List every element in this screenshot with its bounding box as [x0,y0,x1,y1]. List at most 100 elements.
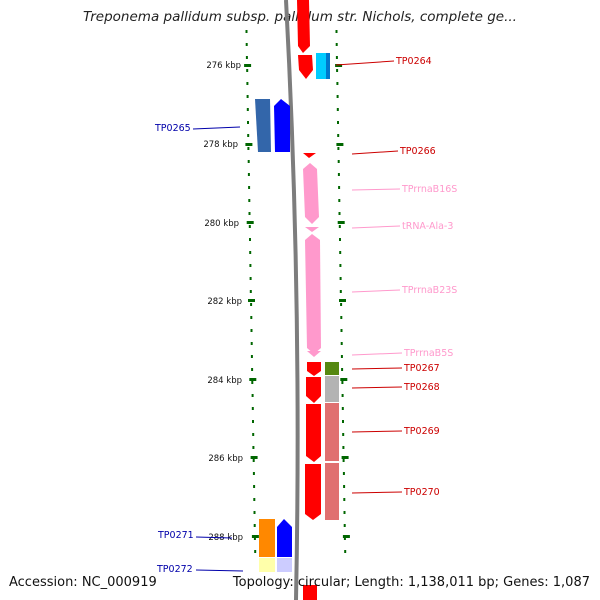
guide-dot [339,251,342,254]
kbp-tick [250,456,258,459]
guide-dot [253,498,256,501]
guide-dot [248,212,251,215]
label-tp0270[interactable]: TP0270 [403,487,440,498]
guide-dot [248,199,251,202]
guide-dot [338,225,341,228]
guide-dot [342,420,344,423]
guide-dot [343,537,346,540]
kbp-label: 280 kbp [204,219,239,229]
guide-dot [342,433,345,436]
guide-dot [246,95,249,98]
rna-TPrrnaB16S[interactable] [303,163,319,224]
guide-dot [337,134,340,137]
guide-dot [250,303,253,306]
gene-tp0268[interactable] [306,377,321,403]
guide-dot [339,264,342,267]
gene-tp0266[interactable] [303,153,316,158]
guide-dot [340,316,343,319]
guide-dot [337,173,340,176]
guide-dot [341,407,344,410]
gene-tp0265[interactable] [255,99,290,152]
rna-TPrrnaB23S[interactable] [305,234,321,354]
track-box-tp0270 [325,463,339,520]
label-tp0269[interactable]: TP0269 [403,426,440,437]
guide-dot [344,550,347,553]
guide-dot [343,511,346,514]
guide-dot [339,290,342,293]
guide-dot [247,173,250,176]
guide-dot [336,108,339,111]
guide-dot [340,355,343,358]
backbone-arc [284,0,300,600]
guide-dot [246,108,249,111]
kbp-tick [340,378,348,381]
guide-dot [246,82,249,85]
guide-dot [252,446,255,449]
guide-dot [251,381,254,384]
guide-dot [253,537,256,540]
guide-dot [250,329,253,332]
track-box-tp0269 [325,403,339,461]
gene-tp0271[interactable] [259,519,292,557]
guide-dot [342,459,345,462]
guide-dot [253,485,256,488]
kbp-tick [246,221,254,224]
label-tp0266[interactable]: TP0266 [399,146,436,157]
guide-dot [249,251,252,254]
gene-tp0264[interactable] [316,53,330,79]
guide-dot [342,472,345,475]
kbp-tick [341,456,349,459]
gene-tp0269[interactable] [306,404,321,462]
dotted-guides [245,30,347,553]
kbp-tick [244,64,252,67]
guide-dot [337,147,340,150]
guide-dot [249,264,252,267]
guide-dot [252,433,255,436]
label-rrna-23s[interactable]: TPrrnaB23S [401,285,457,296]
gene-tp0264-upstream[interactable] [297,0,313,79]
label-tp0268[interactable]: TP0268 [403,382,440,393]
guide-dot [251,394,254,397]
kbp-tick [335,64,343,67]
kbp-label: 286 kbp [208,454,243,464]
gene-tp0272[interactable] [259,558,292,572]
track-box-tp0268 [325,376,339,402]
guide-dot [341,381,344,384]
guide-dot [249,238,251,241]
guide-dot [335,56,338,59]
guide-dot [335,43,338,46]
rna-tRNA-Ala-3[interactable] [305,227,319,232]
guide-dot [253,511,256,514]
guide-dot [247,147,250,150]
guide-dot [336,69,339,72]
guide-dot [339,277,342,280]
genome-summary: Topology: circular; Length: 1,138,011 bp… [232,575,590,590]
label-tp0264[interactable]: TP0264 [395,56,432,67]
label-rrna-16s[interactable]: TPrrnaB16S [401,184,457,195]
kbp-tick [245,143,253,146]
label-rrna-5s[interactable]: TPrrnaB5S [403,348,453,359]
rna-TPrrnaB5S[interactable] [307,351,321,357]
kbp-tick [336,143,344,146]
guide-dot [253,524,256,527]
label-tp0272[interactable]: TP0272 [156,564,193,575]
guide-dot [339,238,341,241]
guide-dot [254,550,257,553]
guide-dot [247,160,250,163]
label-tp0271[interactable]: TP0271 [157,530,194,541]
label-trna-ala-3[interactable]: tRNA-Ala-3 [402,221,453,232]
label-tp0267[interactable]: TP0267 [403,363,440,374]
kbp-ticks [244,64,350,538]
gene-tp0270[interactable] [305,464,321,520]
guide-dot [245,30,248,33]
guide-dot [252,459,255,462]
guide-dot [341,368,344,371]
gene-bottom[interactable] [303,585,317,600]
track-box-tp0267 [325,362,339,375]
gene-tp0267[interactable] [307,362,321,376]
guide-dot [251,407,254,410]
label-tp0265[interactable]: TP0265 [154,123,191,134]
kbp-label: 278 kbp [203,140,238,150]
